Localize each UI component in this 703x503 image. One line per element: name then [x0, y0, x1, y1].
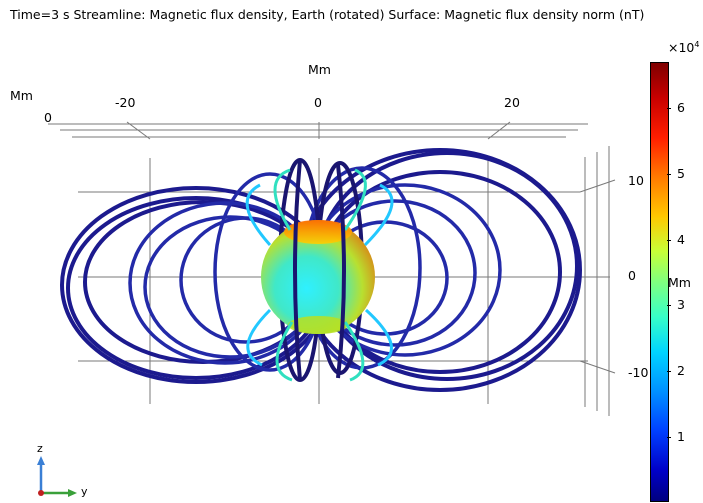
colorbar-tick: [667, 371, 671, 372]
colorbar-gradient: [650, 62, 669, 502]
z-tick-label: 0: [628, 268, 636, 283]
y-tick-label: 20: [504, 95, 520, 110]
z-tick-label: -10: [628, 365, 649, 380]
colorbar-tick: [667, 240, 671, 241]
y-axis-unit-left: Mm: [10, 88, 33, 103]
y-tick-label: 0: [314, 95, 322, 110]
triad-z-label: z: [37, 442, 43, 455]
colorbar-tick-label: 6: [677, 100, 685, 115]
colorbar-tick-label: 5: [677, 166, 685, 181]
grid: [48, 121, 616, 416]
plot-title: Time=3 s Streamline: Magnetic flux densi…: [10, 7, 645, 22]
colorbar-exponent-base: ×10: [668, 40, 695, 56]
colorbar-tick: [667, 174, 671, 175]
triad-y-label: y: [81, 485, 88, 498]
colorbar-tick: [667, 108, 671, 109]
z-axis-unit: Mm: [668, 275, 691, 290]
colorbar-exponent-power: 4: [694, 40, 700, 49]
colorbar-exponent: ×104: [668, 40, 699, 55]
x-zero-label: 0: [44, 110, 52, 125]
earth-sphere: [261, 220, 375, 334]
colorbar-tick: [667, 305, 671, 306]
colorbar-tick-label: 4: [677, 232, 685, 247]
z-tick-label: 10: [628, 173, 644, 188]
colorbar-tick-label: 2: [677, 363, 685, 378]
y-axis-unit: Mm: [308, 62, 331, 77]
colorbar-tick-label: 1: [677, 429, 685, 444]
colorbar: 6 5 4 3 2 1: [650, 62, 685, 502]
colorbar-tick: [667, 437, 671, 438]
y-tick-label: -20: [115, 95, 136, 110]
axis-triad: [37, 456, 77, 497]
colorbar-tick-label: 3: [677, 297, 685, 312]
